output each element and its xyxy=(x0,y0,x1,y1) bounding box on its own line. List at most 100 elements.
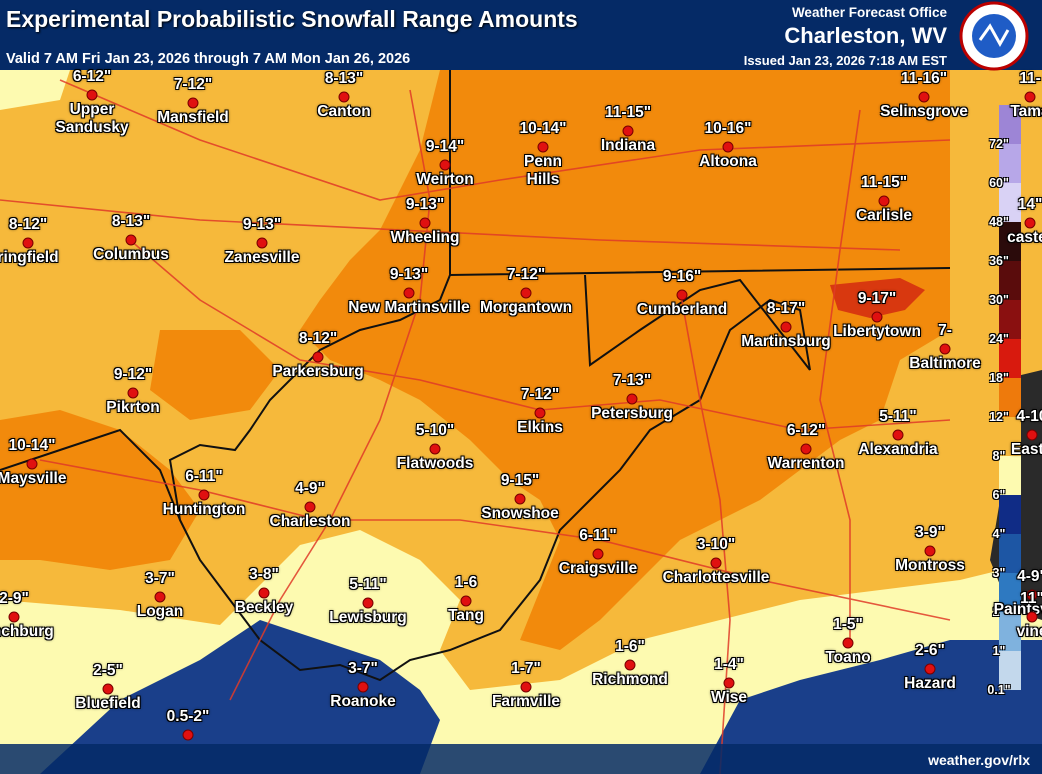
city-marker xyxy=(924,663,936,675)
city-marker xyxy=(622,125,634,137)
city-marker xyxy=(871,311,883,323)
footer-url[interactable]: weather.gov/rlx xyxy=(928,752,1030,768)
city-marker xyxy=(102,683,114,695)
snow-range-label: 9-17" xyxy=(857,290,897,307)
city-marker xyxy=(198,489,210,501)
city-name: Richmond xyxy=(592,671,668,688)
city-name: Toano xyxy=(825,649,871,666)
valid-period: Valid 7 AM Fri Jan 23, 2026 through 7 AM… xyxy=(6,51,411,67)
city-marker xyxy=(419,217,431,229)
legend-colorbar xyxy=(999,105,1021,690)
city-marker xyxy=(127,387,139,399)
legend-swatch xyxy=(999,534,1021,573)
city-marker xyxy=(624,659,636,671)
city-marker xyxy=(710,557,722,569)
legend-tick-label: 24" xyxy=(989,332,1009,346)
snow-range-label: 2-6" xyxy=(915,642,945,659)
snow-range-label: 9-16" xyxy=(662,268,702,285)
city-marker xyxy=(878,195,890,207)
legend-swatch xyxy=(999,573,1021,612)
city-name: Hazard xyxy=(904,675,956,692)
city-name: Indiana xyxy=(600,137,656,154)
snow-range-label: 6-11" xyxy=(579,527,617,544)
city-name: Lewisburg xyxy=(329,609,407,626)
city-name: Farmville xyxy=(491,693,561,710)
city-marker xyxy=(1026,589,1038,601)
office-name: Charleston, WV xyxy=(784,23,947,48)
snow-range-label: 9-12" xyxy=(113,366,153,383)
legend-tick-label: 8" xyxy=(992,449,1006,463)
city-marker xyxy=(939,343,951,355)
city-marker xyxy=(676,289,688,301)
snow-range-label: 6-12" xyxy=(72,68,112,85)
city-marker xyxy=(800,443,812,455)
snow-range-label: 5-10" xyxy=(415,422,455,439)
snow-range-label: 1-6 xyxy=(454,574,478,591)
snow-range-label: 5-11" xyxy=(349,576,387,593)
city-marker xyxy=(258,587,270,599)
city-name: Tang xyxy=(448,607,484,624)
city-name: Canton xyxy=(317,103,371,120)
city-marker xyxy=(304,501,316,513)
zone-18to24 xyxy=(830,278,925,318)
city-marker xyxy=(537,141,549,153)
city-marker xyxy=(534,407,546,419)
snow-range-label: 10-14" xyxy=(8,437,56,454)
legend-swatch xyxy=(999,300,1021,339)
city-name: Huntington xyxy=(162,501,246,518)
city-name: Bluefield xyxy=(75,695,141,712)
city-marker xyxy=(312,351,324,363)
legend-tick-label: 18" xyxy=(989,371,1009,385)
city-name: Zanesville xyxy=(224,249,300,266)
legend-swatch xyxy=(999,651,1021,690)
zone-1to6 xyxy=(40,620,440,774)
snow-range-label: 9-14" xyxy=(425,138,465,155)
city-marker xyxy=(439,159,451,171)
city-name: Baltimore xyxy=(909,355,981,372)
city-marker xyxy=(256,237,268,249)
snow-range-label: 1-6" xyxy=(615,638,645,655)
city-marker xyxy=(1024,91,1036,103)
city-marker xyxy=(154,591,166,603)
city-name: Charlottesville xyxy=(662,569,770,586)
city-name: vine xyxy=(1016,623,1042,640)
snow-range-label: 8-13" xyxy=(111,213,151,230)
city-marker xyxy=(26,458,38,470)
legend-swatch xyxy=(999,261,1021,300)
city-name: Altoona xyxy=(699,153,757,170)
city-name: Penn Hills xyxy=(524,153,562,188)
snow-range-label: 1-5" xyxy=(833,616,863,633)
city-marker xyxy=(842,637,854,649)
zone-6to8-nw xyxy=(0,70,70,110)
legend-tick-label: 3" xyxy=(992,566,1006,580)
city-marker xyxy=(22,237,34,249)
zone-12to18-oh xyxy=(150,330,280,420)
snow-range-label: 7- xyxy=(938,322,952,339)
snow-range-label: 11- xyxy=(1019,70,1041,87)
snow-range-label: 1-4" xyxy=(714,656,744,673)
city-marker xyxy=(722,141,734,153)
snow-range-label: 8-12" xyxy=(8,216,48,233)
snow-range-label: 3-9" xyxy=(915,524,945,541)
city-name: Charleston xyxy=(269,513,351,530)
snow-range-label: 7-12" xyxy=(506,266,546,283)
snow-range-label: 10-14" xyxy=(519,120,567,137)
city-marker xyxy=(429,443,441,455)
snowfall-legend: 72" 60" 48" 36" 30" 24" 18" 12" 8" 6" 4" 3" 2" 1" 0.1" xyxy=(955,105,1025,697)
snow-range-label: 9-15" xyxy=(500,472,540,489)
city-name: Lynchburg xyxy=(0,623,54,640)
city-marker xyxy=(626,393,638,405)
city-name: Alexandria xyxy=(858,441,938,458)
snow-range-label: 3-7" xyxy=(145,570,175,587)
city-name: Montross xyxy=(895,557,965,574)
issued-time: Issued Jan 23, 2026 7:18 AM EST xyxy=(743,53,947,68)
city-name: Logan xyxy=(136,603,184,620)
legend-tick-label: 72" xyxy=(989,137,1009,151)
snow-range-label: 14" xyxy=(1017,196,1042,213)
city-name: Beckley xyxy=(234,599,294,616)
city-name: Flatwoods xyxy=(396,455,474,472)
city-name: New Martinsville xyxy=(348,299,470,316)
zone-12to18-ky xyxy=(0,410,200,570)
city-name: Selinsgrove xyxy=(880,103,968,120)
legend-swatch xyxy=(999,222,1021,261)
